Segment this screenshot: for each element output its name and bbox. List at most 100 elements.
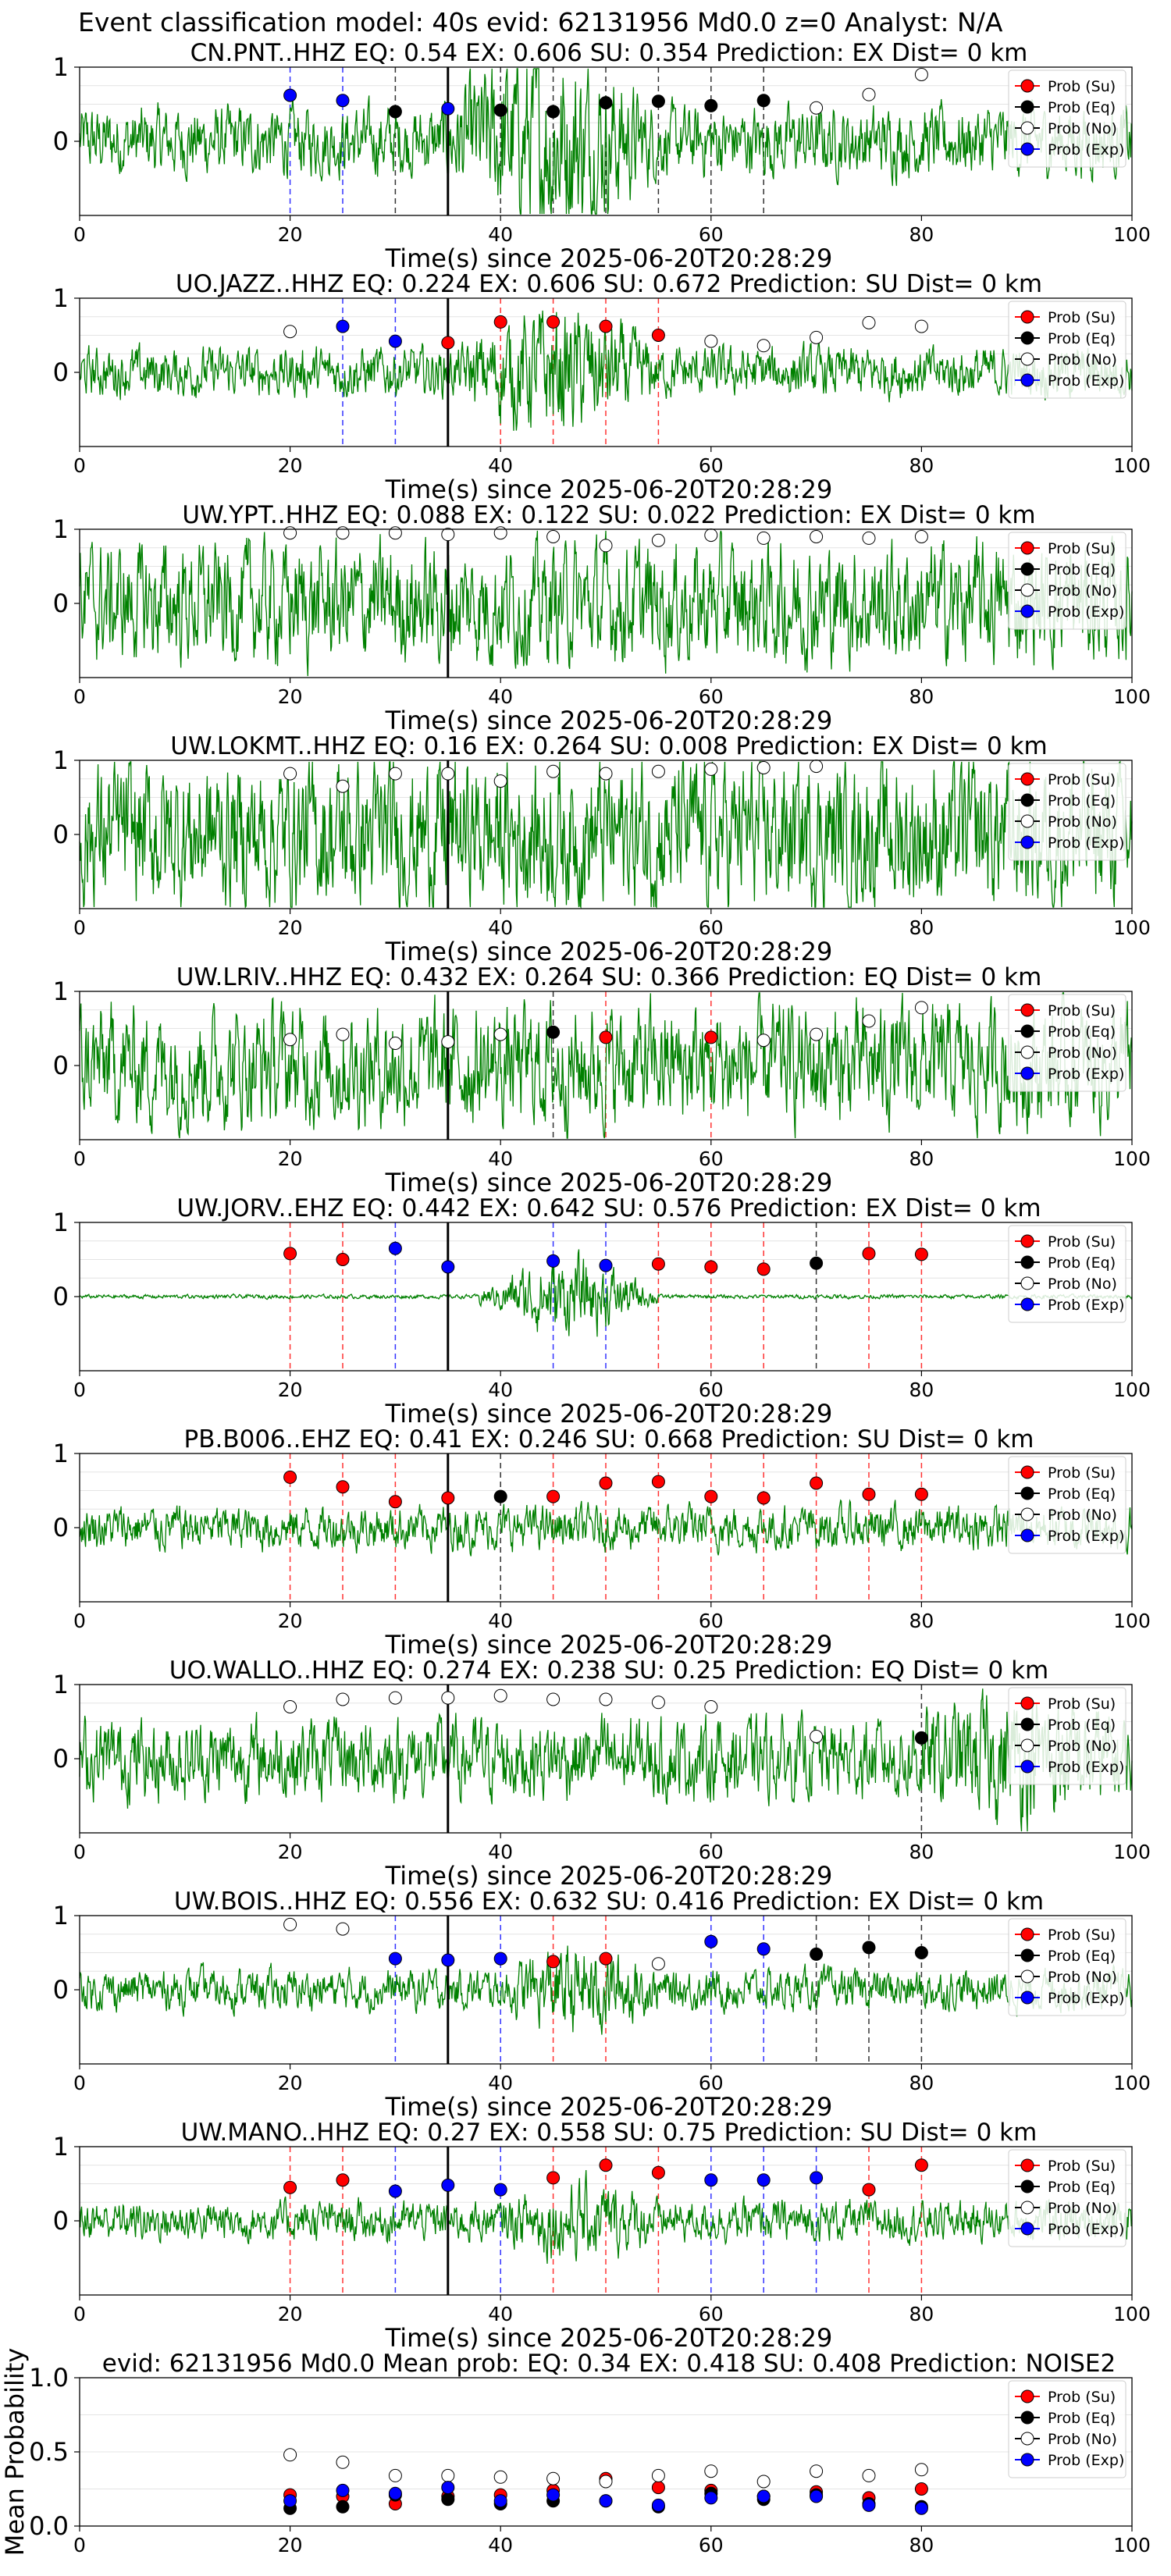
x-tick-label: 80	[909, 2534, 934, 2556]
x-axis-label: Time(s) since 2025-06-20T20:28:29	[385, 244, 833, 273]
prob-point-no	[388, 1037, 402, 1050]
panel-title: UO.JAZZ..HHZ EQ: 0.224 EX: 0.606 SU: 0.6…	[176, 270, 1042, 298]
panel: UW.BOIS..HHZ EQ: 0.556 EX: 0.632 SU: 0.4…	[53, 1888, 1151, 2122]
y-tick-label: 0	[53, 589, 69, 618]
prob-point-exp	[283, 88, 297, 102]
prob-point-no	[756, 531, 771, 545]
legend-marker	[1020, 1024, 1034, 1038]
y-tick-label: 0.0	[29, 2511, 69, 2541]
mean-prob-point-exp	[336, 2483, 350, 2497]
mean-prob-point-exp	[388, 2486, 402, 2500]
panel: evid: 62131956 Md0.0 Mean prob: EQ: 0.34…	[0, 2348, 1151, 2556]
x-tick-label: 40	[488, 223, 513, 246]
prob-point-eq	[862, 1941, 876, 1955]
waveform-trace	[79, 68, 1133, 215]
prob-point-no	[493, 526, 507, 540]
mean-prob-point-no	[862, 2468, 876, 2482]
legend-box	[1008, 1687, 1127, 1785]
mean-prob-point-exp	[493, 2494, 507, 2508]
prob-point-no	[704, 334, 718, 348]
legend-label: Prob (Eq)	[1048, 1948, 1116, 1965]
prob-point-no	[704, 528, 718, 543]
prob-point-exp	[704, 2173, 718, 2187]
legend-marker	[1020, 1717, 1034, 1731]
prob-point-su	[914, 1247, 928, 1261]
y-axis-label: Mean Probability	[0, 2348, 30, 2556]
panel-title: CN.PNT..HHZ EQ: 0.54 EX: 0.606 SU: 0.354…	[190, 39, 1028, 67]
legend-marker	[1020, 835, 1034, 849]
prob-point-su	[388, 1495, 402, 1509]
prob-point-su	[336, 1480, 350, 1494]
prob-point-no	[810, 330, 824, 344]
prob-point-su	[704, 1489, 718, 1503]
mean-prob-point-exp	[651, 2498, 665, 2512]
x-tick-label: 0	[73, 685, 86, 708]
legend-marker	[1020, 1759, 1034, 1774]
x-axis-label: Time(s) since 2025-06-20T20:28:29	[385, 706, 833, 735]
prob-point-su	[441, 1491, 455, 1505]
legend-marker	[1020, 1507, 1034, 1521]
x-tick-label: 40	[488, 1379, 513, 1401]
legend-label: Prob (Su)	[1048, 1695, 1116, 1713]
prob-point-su	[756, 1262, 771, 1276]
legend-marker	[1020, 121, 1034, 135]
x-tick-label: 100	[1113, 916, 1151, 939]
prob-point-su	[914, 1487, 928, 1501]
y-tick-label: 0	[53, 2206, 69, 2236]
prob-point-exp	[704, 1934, 718, 1948]
prob-point-su	[493, 315, 507, 329]
x-tick-label: 60	[699, 1147, 724, 1170]
x-axis-label: Time(s) since 2025-06-20T20:28:29	[385, 1168, 833, 1197]
y-tick-label: 1	[53, 1208, 69, 1237]
legend-marker	[1020, 2158, 1034, 2172]
x-tick-label: 20	[278, 2534, 303, 2556]
x-tick-label: 80	[909, 1147, 934, 1170]
legend-marker	[1020, 583, 1034, 597]
x-tick-label: 0	[73, 1610, 86, 1632]
prob-point-eq	[810, 1947, 824, 1961]
prob-point-no	[283, 1033, 297, 1047]
x-tick-label: 80	[909, 1610, 934, 1632]
prob-point-exp	[810, 2171, 824, 2185]
prob-point-eq	[704, 98, 718, 112]
prob-point-su	[546, 1955, 561, 1969]
x-tick-label: 40	[488, 1841, 513, 1863]
x-tick-label: 100	[1113, 454, 1151, 477]
legend-marker	[1020, 1297, 1034, 1311]
x-axis-label: Time(s) since 2025-06-20T20:28:29	[385, 475, 833, 504]
prob-point-no	[336, 1027, 350, 1041]
x-tick-label: 0	[73, 1841, 86, 1863]
legend-label: Prob (No)	[1048, 582, 1117, 600]
x-tick-label: 40	[488, 2072, 513, 2094]
mean-prob-point-exp	[810, 2489, 824, 2503]
prob-point-su	[599, 2158, 613, 2172]
prob-point-exp	[336, 94, 350, 108]
prob-point-no	[441, 528, 455, 542]
mean-prob-point-su	[651, 2481, 665, 2495]
prob-point-no	[651, 764, 665, 778]
x-tick-label: 20	[278, 223, 303, 246]
prob-point-eq	[914, 1946, 928, 1959]
y-tick-label: 0.5	[29, 2437, 69, 2467]
legend-label: Prob (No)	[1048, 2431, 1117, 2448]
y-tick-label: 1	[53, 283, 69, 313]
y-tick-label: 0	[53, 1513, 69, 1542]
prob-point-eq	[810, 1256, 824, 1270]
prob-point-no	[546, 1692, 561, 1706]
prob-point-su	[599, 319, 613, 333]
prob-point-eq	[914, 1731, 928, 1745]
x-tick-label: 20	[278, 1841, 303, 1863]
panel: UW.MANO..HHZ EQ: 0.27 EX: 0.558 SU: 0.75…	[53, 2119, 1151, 2353]
x-axis-label: Time(s) since 2025-06-20T20:28:29	[385, 1399, 833, 1429]
prob-point-no	[704, 1700, 718, 1713]
waveform-trace	[79, 530, 1133, 677]
prob-point-exp	[441, 1953, 455, 1967]
x-tick-label: 60	[699, 223, 724, 246]
prob-point-exp	[388, 1952, 402, 1966]
legend-marker	[1020, 2201, 1034, 2215]
prob-point-su	[336, 2173, 350, 2187]
prob-point-no	[388, 1691, 402, 1705]
prob-point-exp	[388, 1241, 402, 1255]
y-tick-label: 0	[53, 1975, 69, 2005]
